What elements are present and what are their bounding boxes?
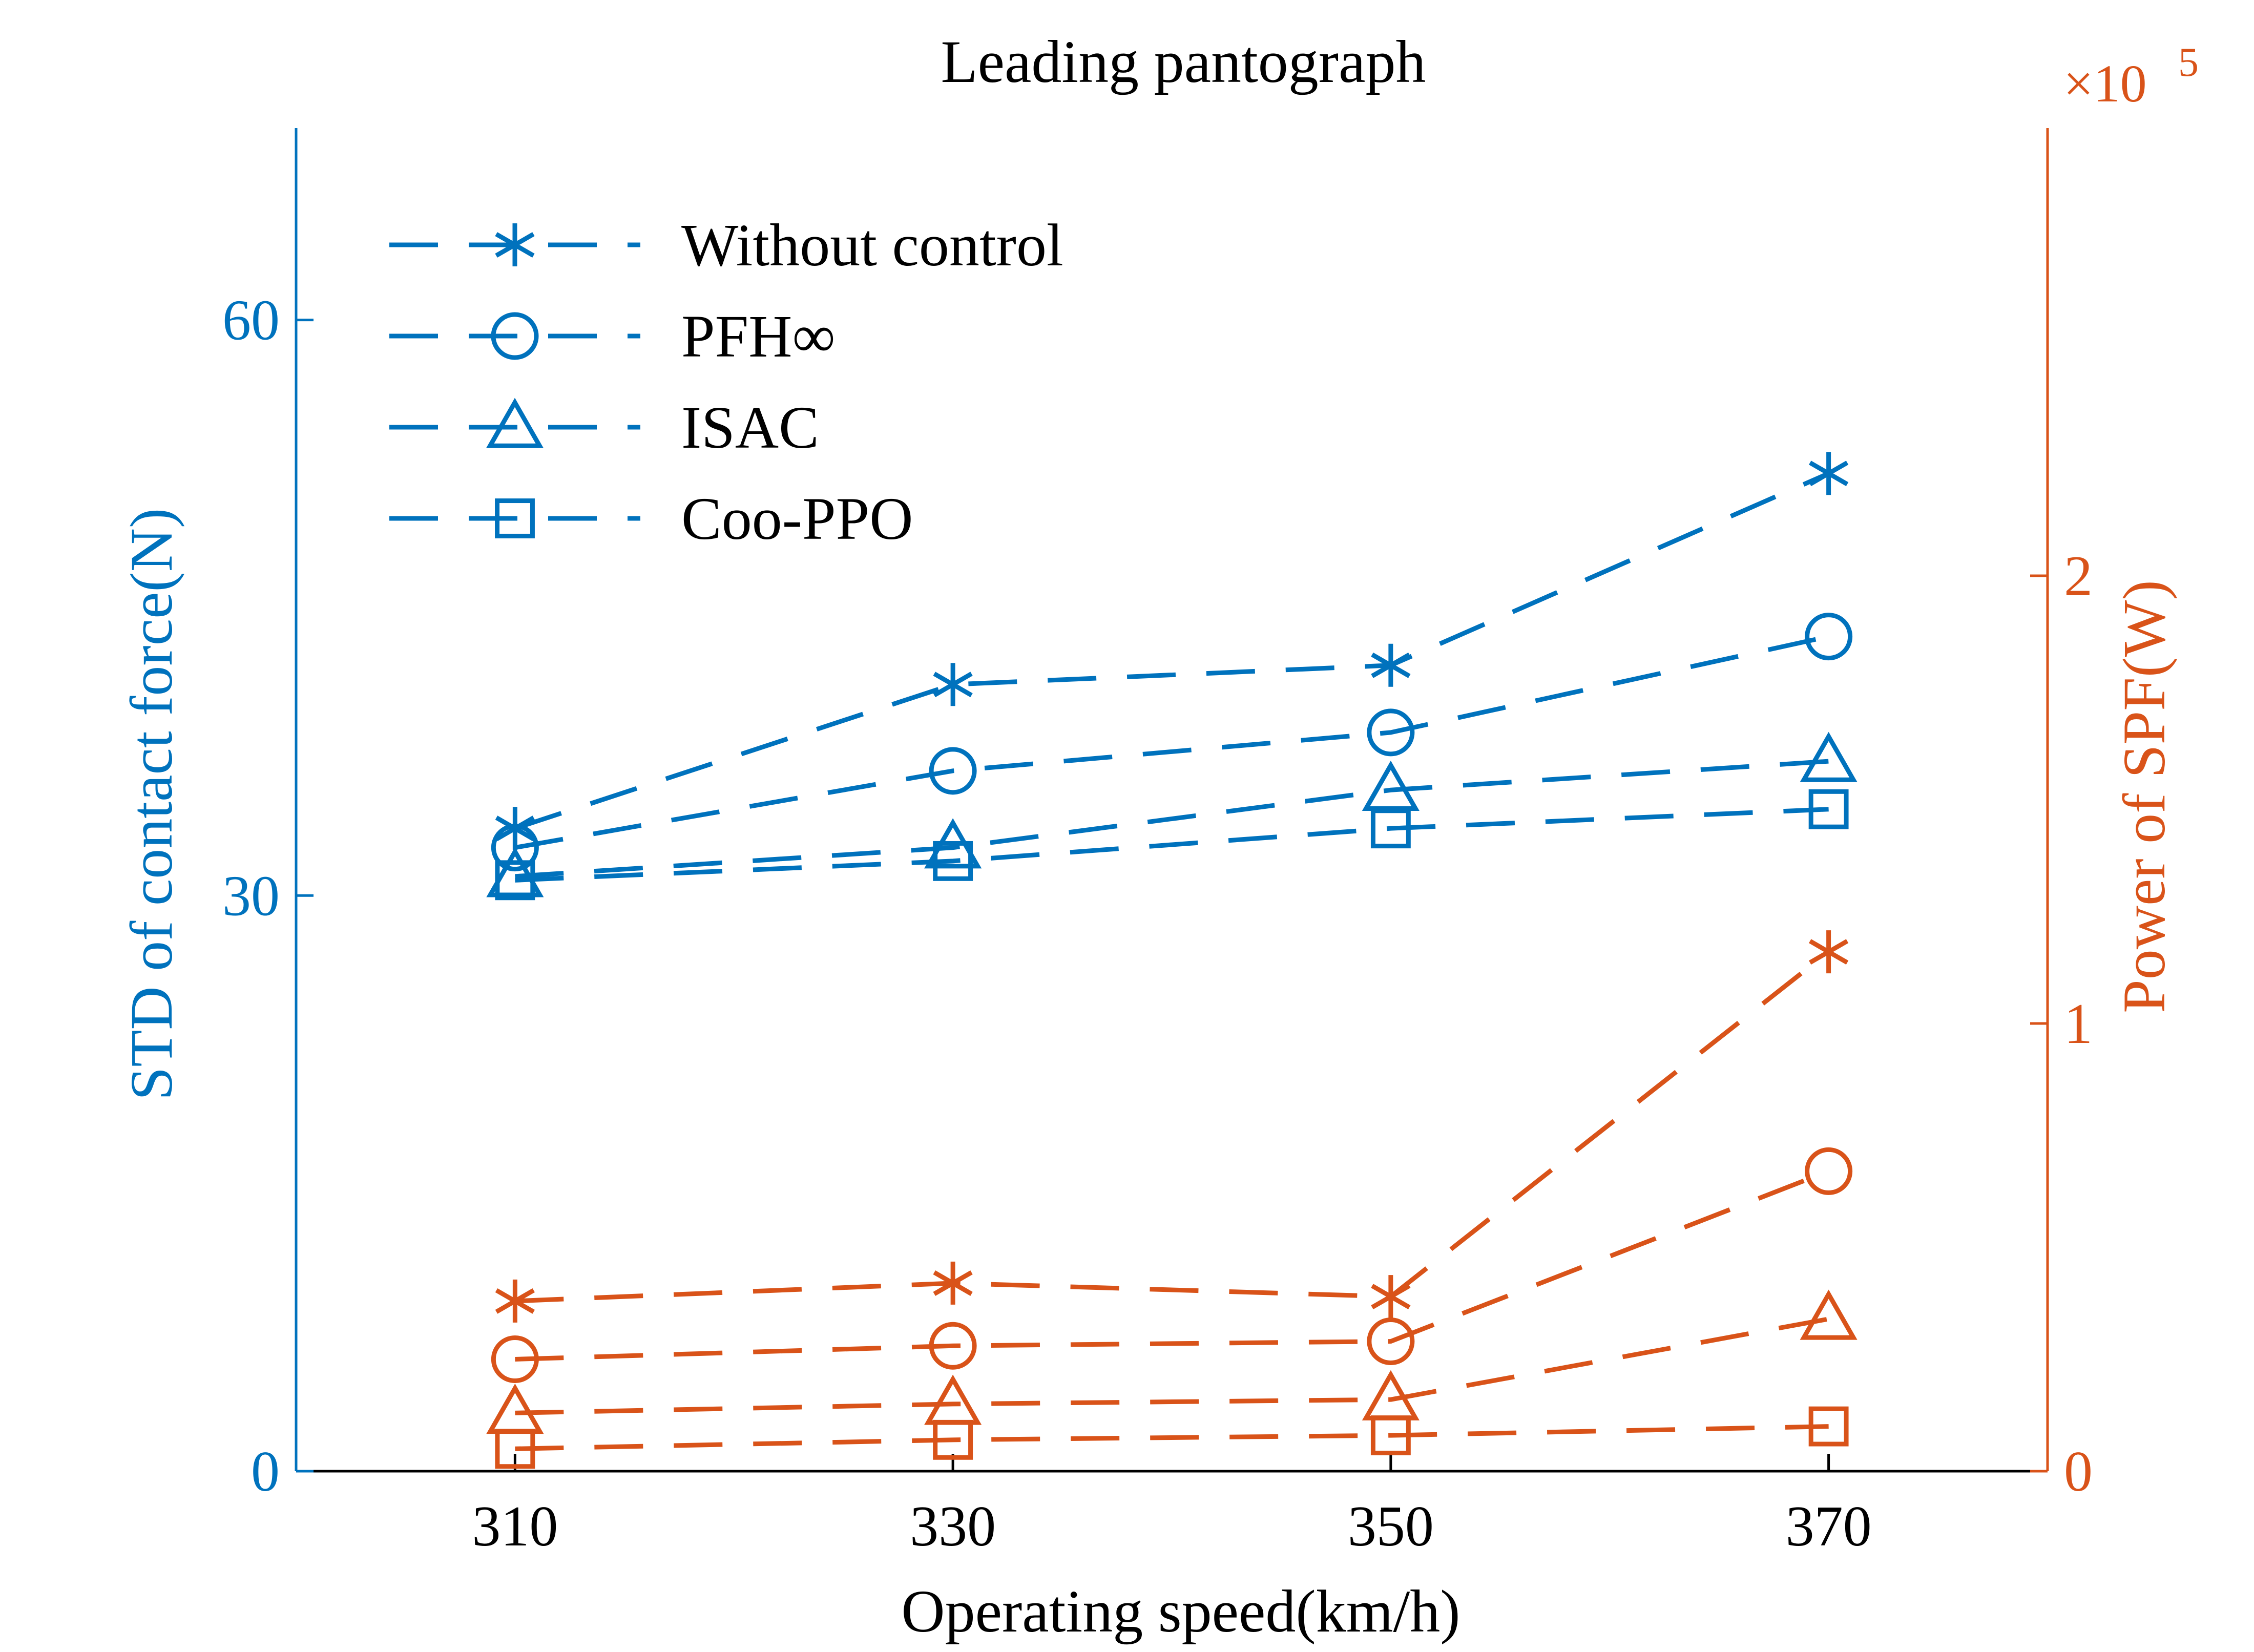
point-left-circle-2 <box>1367 708 1415 757</box>
point-left-asterisk-3 <box>1809 452 1849 495</box>
point-left-square-2 <box>1370 808 1411 849</box>
legend-label-circle: PFH∞ <box>681 303 836 370</box>
right-axis-multiplier-exponent: 5 <box>2178 40 2199 85</box>
series-line-left-asterisk <box>514 471 1830 831</box>
series-line-left-square <box>515 807 1829 883</box>
legend-entry-circle: PFH∞ <box>389 303 836 370</box>
right-axis-label: Power of SPF(W) <box>2111 580 2178 1013</box>
legend-label-square: Coo-PPO <box>681 485 913 552</box>
legend-label-triangle: ISAC <box>681 394 819 461</box>
legend-entry-triangle: ISAC <box>389 394 819 461</box>
left-tick-label-2: 60 <box>222 289 280 352</box>
x-tick-label-3: 370 <box>1786 1495 1872 1558</box>
point-right-square-1 <box>933 1419 973 1460</box>
point-right-asterisk-1-stroke-3 <box>933 1270 973 1296</box>
point-right-circle-2 <box>1367 1318 1415 1366</box>
x-tick-label-2: 350 <box>1348 1495 1434 1558</box>
point-right-circle-3 <box>1805 1147 1853 1195</box>
series-markers <box>486 452 1858 1469</box>
point-left-asterisk-1 <box>933 663 973 706</box>
legend-entry-square: Coo-PPO <box>389 485 913 552</box>
point-left-square-1 <box>933 841 973 881</box>
series-line-left-circle <box>514 634 1829 850</box>
point-right-square-0 <box>495 1429 535 1469</box>
right-tick-label-0: 0 <box>2064 1440 2093 1503</box>
x-tick-label-0: 310 <box>472 1495 558 1558</box>
legend-label-asterisk: Without control <box>681 212 1063 279</box>
right-tick-label-2: 2 <box>2064 545 2093 608</box>
point-left-circle-3 <box>1805 613 1853 661</box>
left-tick-label-1: 30 <box>222 864 280 928</box>
point-right-triangle-3 <box>1800 1289 1858 1340</box>
point-right-asterisk-2 <box>1371 1275 1411 1319</box>
series-line-right-square <box>515 1424 1829 1451</box>
point-left-square-0 <box>495 860 535 901</box>
right-axis-multiplier-base: ×10 <box>2063 54 2147 113</box>
legend-entry-asterisk: Without control <box>389 212 1063 279</box>
point-right-asterisk-3 <box>1809 930 1849 974</box>
legend-marker-asterisk <box>495 223 535 266</box>
axes: 310 330 350 370 0 30 60 0 1 2 <box>222 128 2093 1558</box>
series-line-right-asterisk <box>515 950 1830 1304</box>
point-right-asterisk-3-stroke-3 <box>1809 939 1849 965</box>
point-left-asterisk-3-stroke-3 <box>1809 461 1849 487</box>
point-right-asterisk-2-stroke-3 <box>1371 1284 1411 1310</box>
series-line-left-triangle <box>515 759 1829 879</box>
point-left-asterisk-2-stroke-3 <box>1371 652 1411 678</box>
point-right-circle-1 <box>929 1322 977 1370</box>
point-right-square-2 <box>1370 1415 1411 1456</box>
series-lines <box>514 471 1830 1451</box>
point-right-asterisk-0 <box>495 1279 535 1323</box>
legend: Without control PFH∞ ISAC Coo-PPO <box>389 212 1063 552</box>
point-left-square-3 <box>1808 789 1849 829</box>
series-line-right-circle <box>515 1169 1830 1362</box>
point-left-triangle-0 <box>486 847 544 897</box>
right-tick-label-1: 1 <box>2064 992 2093 1056</box>
x-tick-label-1: 330 <box>910 1495 996 1558</box>
legend-marker-square <box>495 498 535 538</box>
point-left-triangle-3 <box>1800 731 1858 782</box>
x-axis-label: Operating speed(km/h) <box>901 1578 1460 1645</box>
point-right-asterisk-0-stroke-3 <box>495 1288 535 1314</box>
point-right-asterisk-1 <box>933 1261 973 1305</box>
point-left-asterisk-0-stroke-3 <box>495 815 535 842</box>
legend-marker-asterisk-stroke-3 <box>495 232 535 258</box>
left-tick-label-0: 0 <box>251 1440 280 1503</box>
legend-marker-circle <box>491 312 539 360</box>
legend-marker-triangle <box>486 398 544 448</box>
chart-title: Leading pantograph <box>941 28 1426 95</box>
point-left-asterisk-1-stroke-3 <box>933 672 973 698</box>
point-right-circle-0 <box>491 1335 539 1383</box>
point-left-asterisk-2 <box>1371 643 1411 687</box>
point-left-circle-1 <box>929 747 977 795</box>
right-axis-multiplier: ×10 5 <box>2063 40 2199 113</box>
series-line-right-triangle <box>515 1316 1829 1415</box>
left-axis-label: STD of contact force(N) <box>118 508 185 1101</box>
point-left-circle-0 <box>491 824 539 872</box>
point-right-square-3 <box>1808 1406 1849 1447</box>
point-left-asterisk-0 <box>495 807 535 850</box>
